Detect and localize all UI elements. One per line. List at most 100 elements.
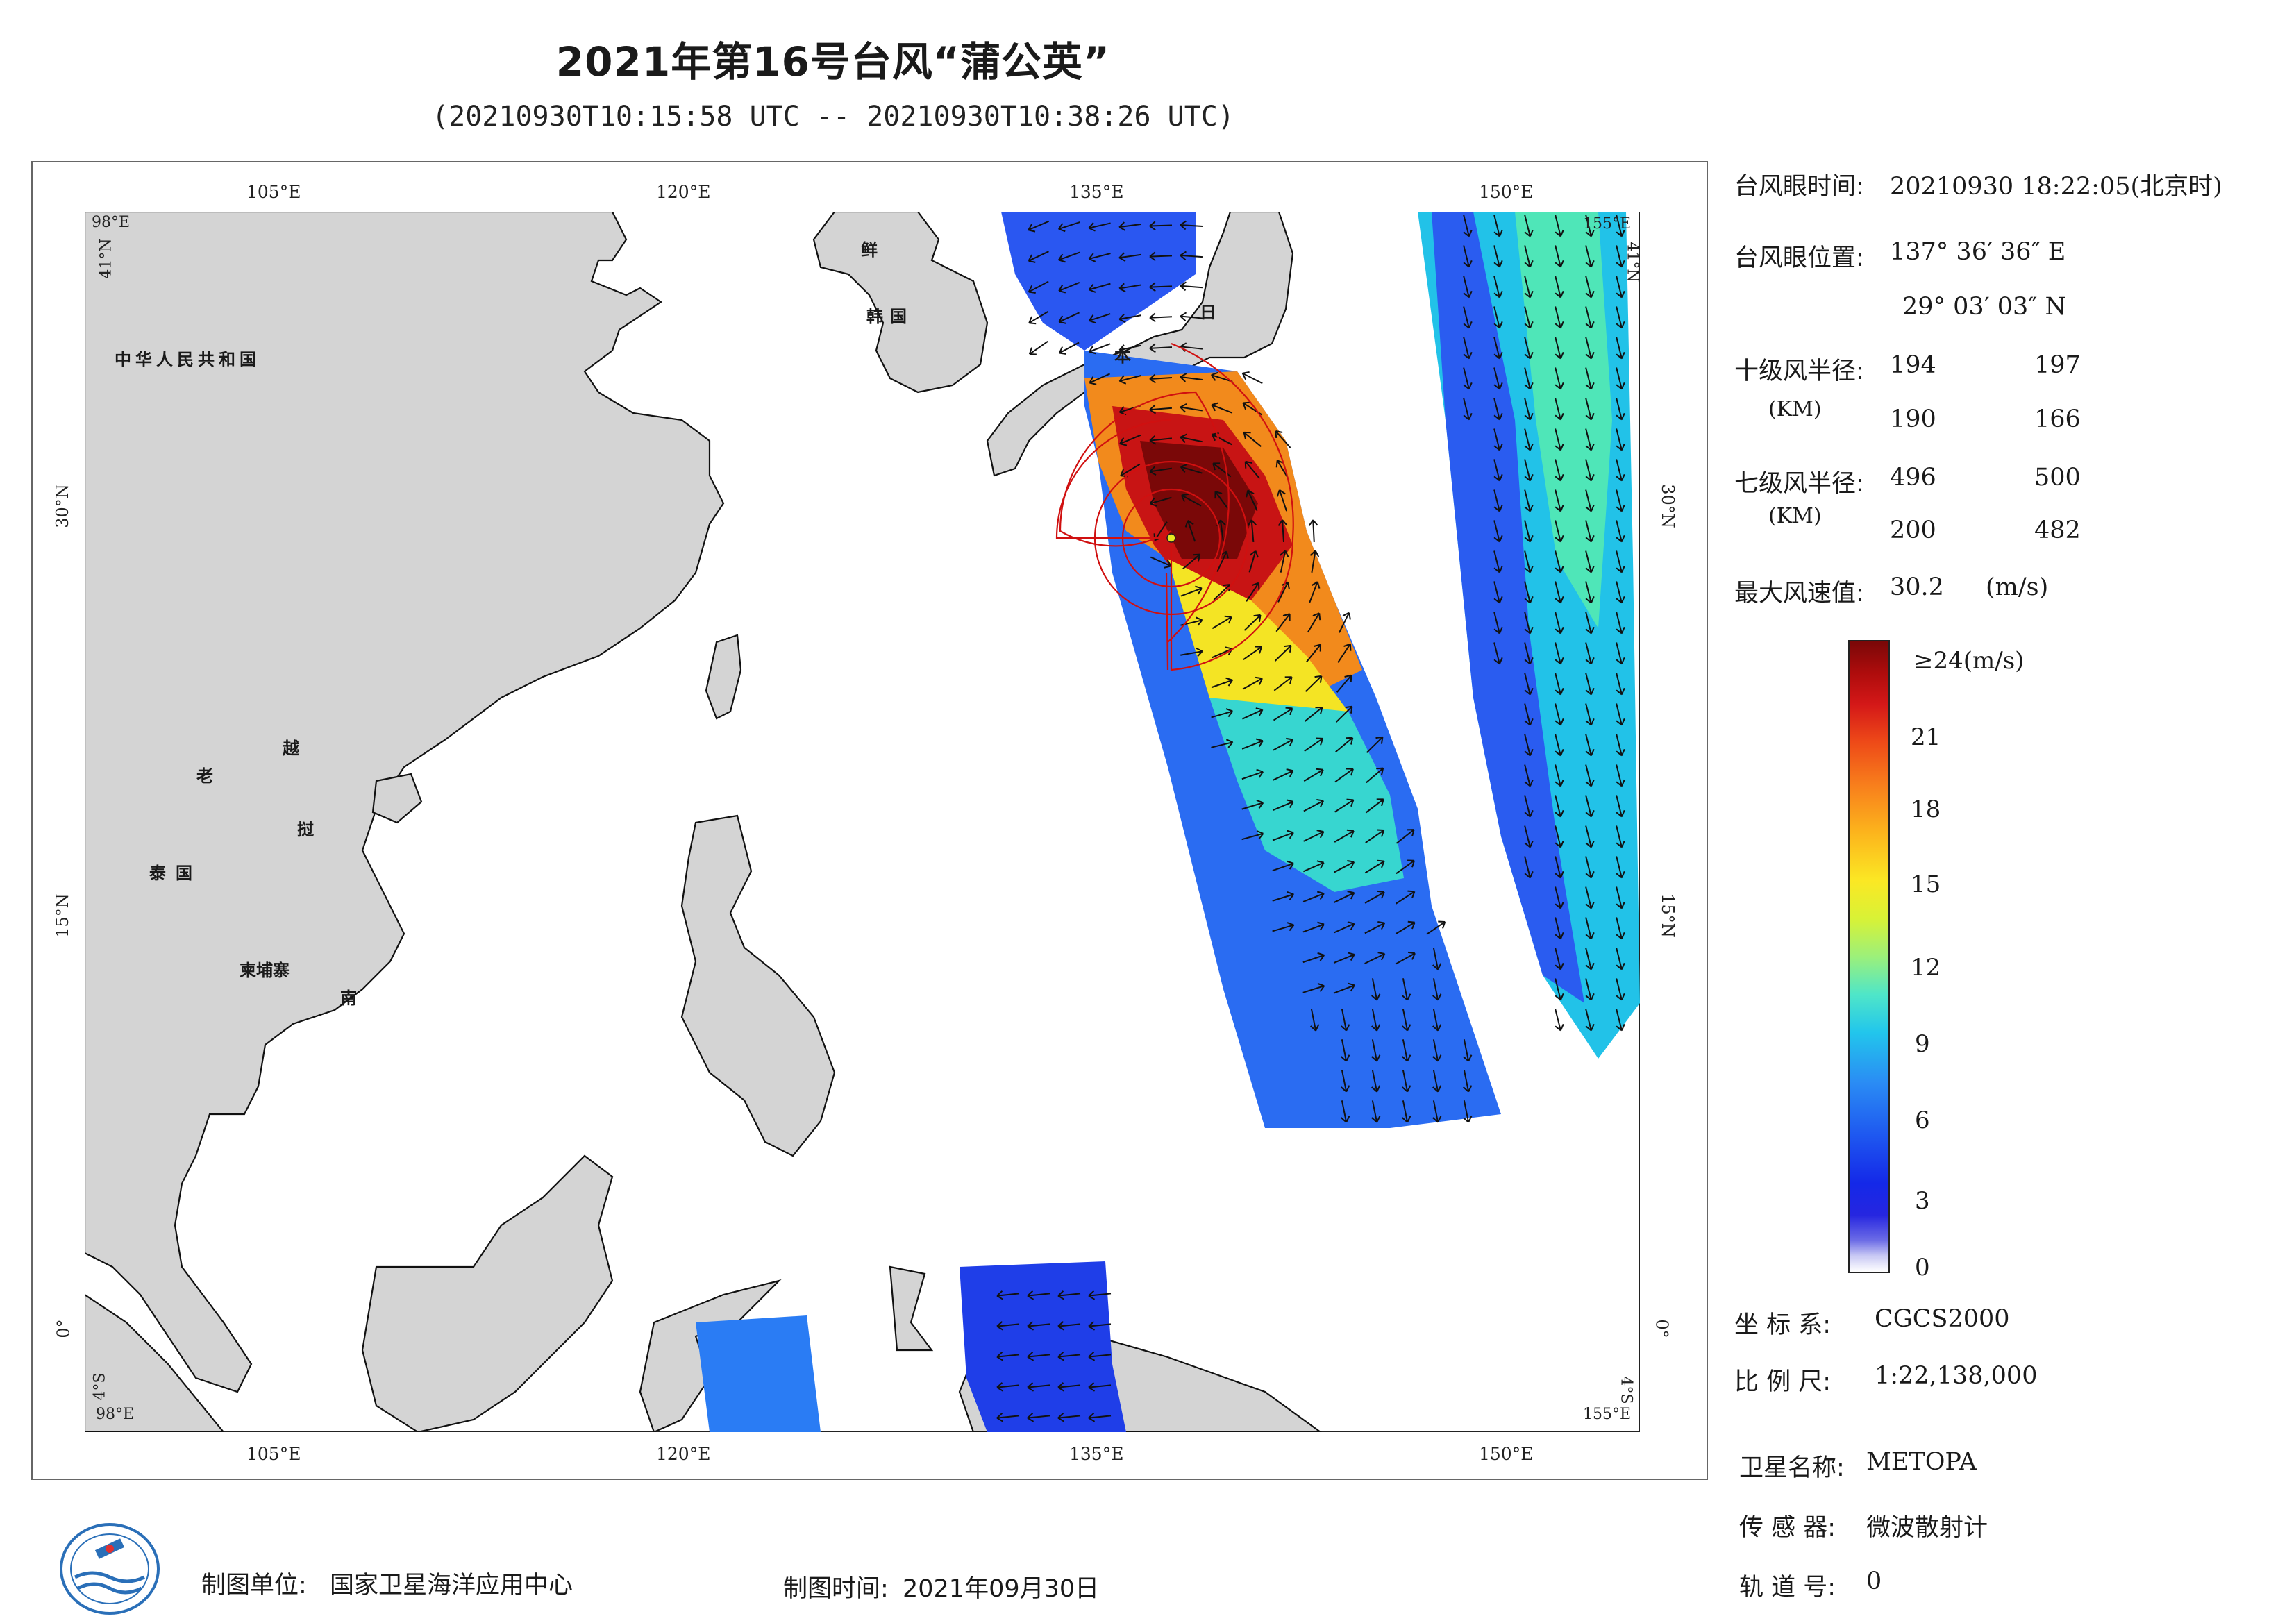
wind-arrow (1616, 337, 1625, 360)
wind-arrow (1402, 1009, 1411, 1032)
wind-arrow (1371, 1100, 1381, 1123)
wind-arrow (1463, 306, 1473, 329)
r10-value-nw: 166 (2034, 405, 2081, 433)
wind-arrow (1337, 643, 1352, 663)
wind-arrow (1308, 519, 1318, 543)
wind-arrow (1335, 705, 1353, 723)
wind-arrow (1243, 614, 1262, 631)
wind-arrow (1302, 921, 1325, 933)
lon-label-top-150: 150°E (1479, 182, 1534, 202)
wind-arrow (1555, 978, 1564, 1001)
wind-arrow (1616, 642, 1625, 665)
wind-arrow (1211, 432, 1232, 446)
wind-arrow (1241, 830, 1264, 841)
wind-arrow (1371, 1039, 1381, 1062)
wind-arrow (1463, 1100, 1473, 1123)
wind-arrow (1180, 220, 1203, 230)
wind-arrow (1118, 375, 1141, 385)
wind-arrow (1365, 829, 1385, 843)
wind-arrow (1524, 489, 1534, 512)
typhoon-wind-map[interactable] (85, 212, 1640, 1432)
wind-arrow (1336, 674, 1352, 693)
wind-arrow (1524, 856, 1534, 879)
wind-arrow (1432, 1070, 1442, 1093)
wind-arrow (1524, 673, 1534, 696)
wind-arrow (1273, 707, 1293, 721)
wind-arrow (1555, 520, 1564, 543)
wind-arrow (1524, 703, 1534, 726)
label-cambodia: 柬埔寨 (240, 961, 290, 980)
production-time-value: 2021年09月30日 (903, 1575, 1100, 1603)
wind-arrow (1524, 215, 1534, 237)
wind-arrow (1149, 496, 1172, 507)
eye-time-label: 台风眼时间: (1734, 173, 1864, 201)
wind-arrow (1304, 706, 1323, 722)
wind-arrow (1341, 1070, 1350, 1093)
wind-arrow (1493, 367, 1503, 390)
corner-br-lon: 155°E (1583, 1406, 1632, 1423)
wind-arrow (1616, 520, 1625, 543)
wind-arrow (1524, 825, 1534, 848)
wind-arrow (1616, 428, 1625, 451)
lat-label-left-30: 30°N (52, 484, 72, 528)
max-wind-value: 30.2 (1890, 573, 1944, 601)
wind-arrow (1333, 982, 1355, 994)
wind-arrow (1058, 312, 1080, 324)
crs-label: 坐 标 系: (1734, 1311, 1832, 1339)
colorbar-tick-24: ≥24(m/s) (1913, 647, 2025, 675)
wind-arrow (1493, 306, 1503, 329)
wind-arrow (1088, 313, 1111, 324)
wind-arrow (1118, 283, 1141, 293)
colorbar-tick-3: 3 (1915, 1187, 1930, 1215)
wind-arrow (1402, 1039, 1411, 1062)
taiwan (705, 634, 742, 720)
wind-arrow (1555, 825, 1564, 848)
wind-arrow (1585, 550, 1595, 573)
wind-arrow (1555, 642, 1564, 665)
wind-arrow (1243, 431, 1262, 447)
wind-arrow (1493, 398, 1503, 421)
wind-arrow (1333, 952, 1355, 964)
wind-arrow (1585, 215, 1595, 237)
label-vietnam-2: 南 (340, 989, 357, 1008)
wind-arrow (1555, 428, 1564, 451)
wind-arrow (1616, 948, 1625, 970)
wind-arrow (1247, 519, 1257, 543)
corner-tl-lon: 98°E (92, 214, 131, 231)
wind-arrow (1366, 736, 1384, 753)
wind-arrow (1555, 306, 1564, 329)
label-japan-1: 日 (1200, 303, 1216, 322)
wind-arrow (1365, 798, 1384, 814)
r7-value-se: 500 (2034, 464, 2081, 491)
wind-arrow (1273, 768, 1294, 781)
wind-arrow (996, 1290, 1020, 1300)
wind-arrow (1524, 398, 1534, 421)
scale-label: 比 例 尺: (1734, 1368, 1832, 1396)
wind-arrow (1585, 764, 1595, 787)
wind-arrow (1396, 829, 1415, 844)
wind-arrow (1402, 978, 1411, 1001)
wind-arrow (1149, 466, 1172, 476)
wind-arrow (1555, 276, 1564, 298)
wind-arrow (1180, 403, 1203, 413)
wind-arrow (1524, 734, 1534, 757)
wind-arrow (1309, 550, 1320, 573)
wind-arrow (1088, 1290, 1112, 1300)
wind-arrow (1585, 917, 1595, 940)
wind-arrow (1272, 922, 1295, 932)
orbit-label: 轨 道 号: (1739, 1574, 1836, 1601)
lon-label-bottom-135: 135°E (1069, 1444, 1124, 1464)
wind-arrow (1149, 312, 1173, 323)
wind-arrow (1214, 491, 1230, 510)
wind-arrow (1089, 343, 1111, 355)
wind-arrow (1585, 856, 1595, 879)
wind-arrow (1057, 221, 1080, 233)
wind-arrow (1275, 430, 1291, 448)
wind-arrow (1058, 342, 1080, 355)
wind-arrow (1555, 398, 1564, 421)
wind-arrow (1616, 367, 1625, 390)
wind-arrow (1616, 917, 1625, 940)
wind-arrow (1616, 276, 1625, 298)
wind-arrow (1272, 830, 1294, 841)
wind-arrow (1463, 1039, 1473, 1062)
